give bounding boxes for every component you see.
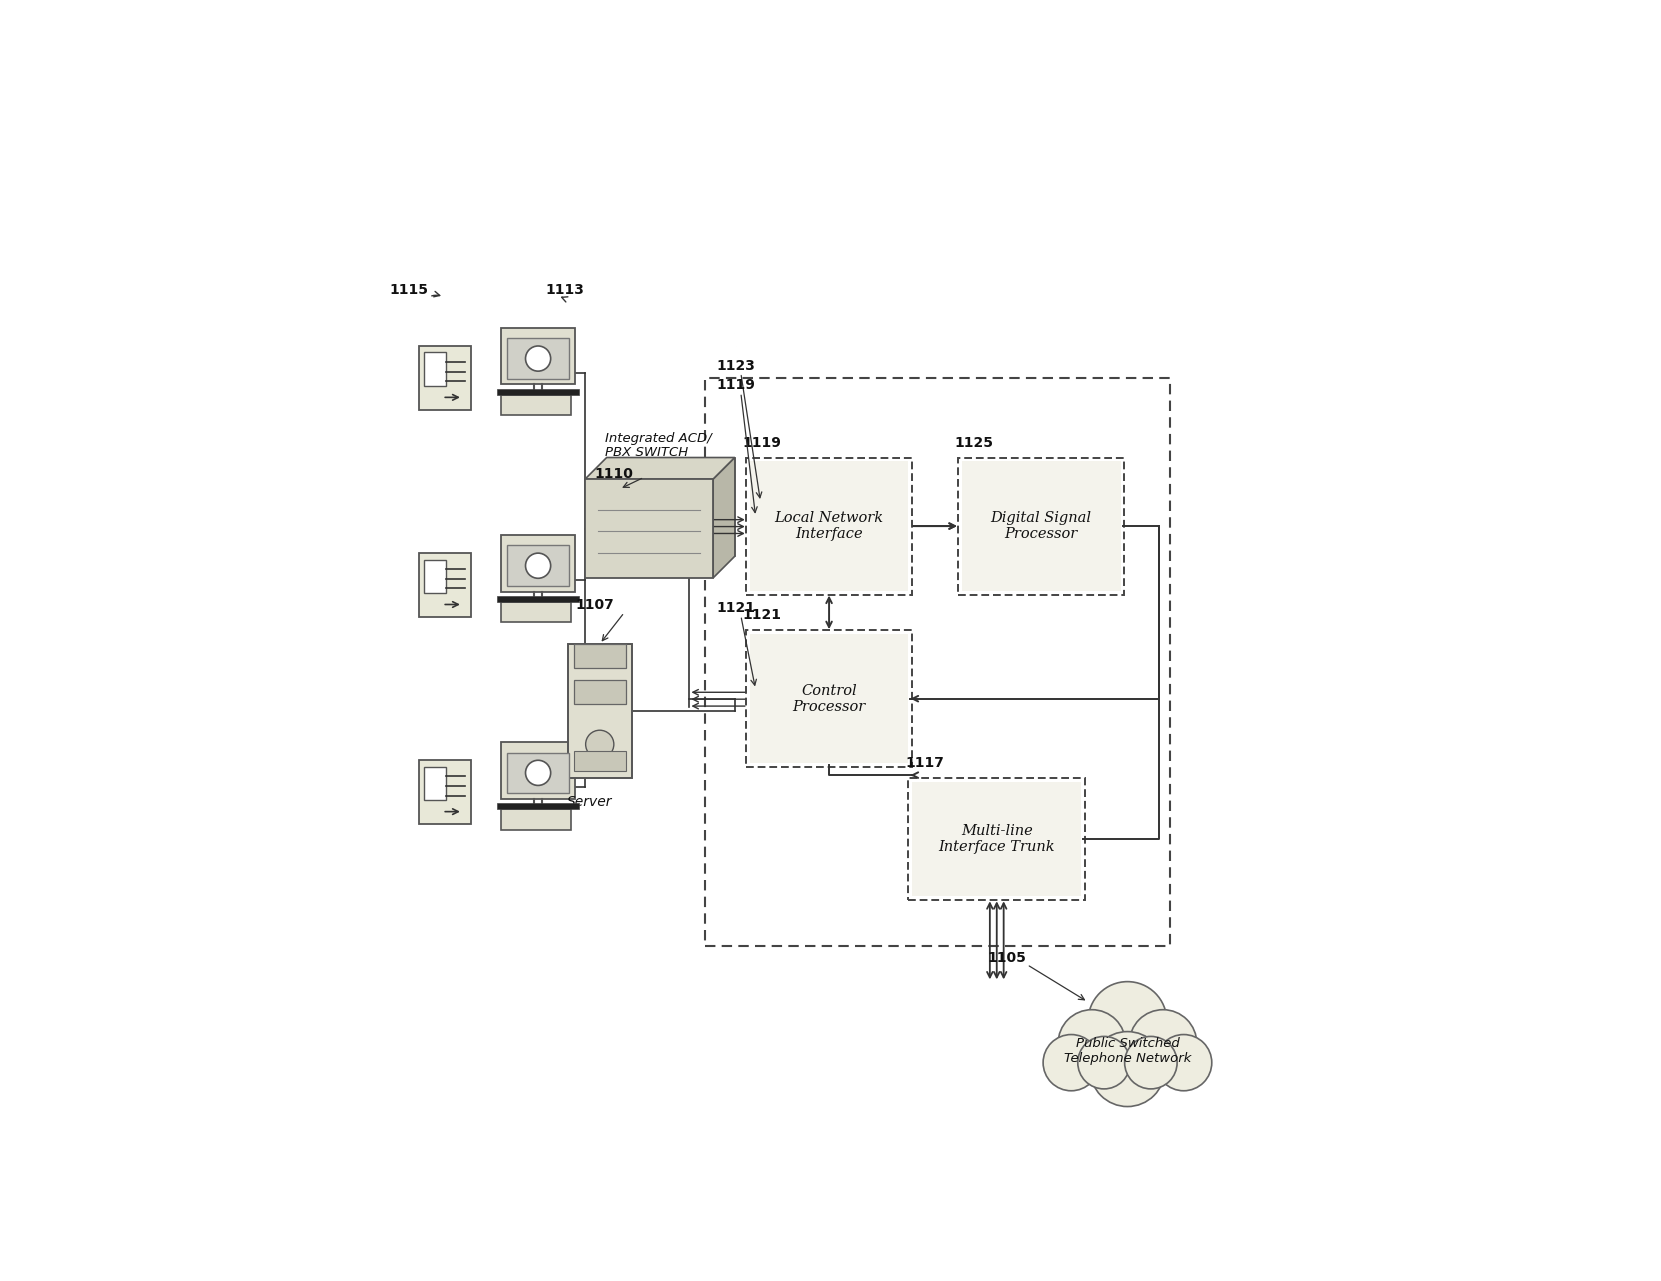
Bar xyxy=(502,395,571,415)
Text: PBX SWITCH: PBX SWITCH xyxy=(605,447,688,460)
Bar xyxy=(419,346,470,410)
Circle shape xyxy=(1156,1035,1213,1091)
Circle shape xyxy=(1129,1009,1198,1077)
Circle shape xyxy=(1088,981,1166,1061)
Bar xyxy=(502,535,575,592)
Bar xyxy=(497,803,578,810)
Text: Public Switched
Telephone Network: Public Switched Telephone Network xyxy=(1063,1038,1191,1066)
Circle shape xyxy=(1078,1036,1129,1089)
Circle shape xyxy=(1058,1009,1126,1077)
Bar xyxy=(507,546,570,585)
Circle shape xyxy=(525,760,551,785)
FancyBboxPatch shape xyxy=(746,630,912,767)
Bar xyxy=(502,602,571,623)
Bar xyxy=(507,753,570,793)
Text: 1105: 1105 xyxy=(987,951,1026,965)
Text: Multi-line
Interface Trunk: Multi-line Interface Trunk xyxy=(938,824,1055,854)
Bar xyxy=(419,346,470,410)
Bar xyxy=(502,328,575,384)
Bar xyxy=(419,761,470,825)
Bar xyxy=(502,743,575,799)
FancyBboxPatch shape xyxy=(958,457,1124,594)
FancyBboxPatch shape xyxy=(749,461,909,591)
Text: 1110: 1110 xyxy=(595,468,635,482)
Polygon shape xyxy=(606,457,734,556)
Bar xyxy=(585,479,713,578)
Text: 1121: 1121 xyxy=(716,601,756,615)
Text: 1121: 1121 xyxy=(742,608,782,623)
Circle shape xyxy=(1090,1031,1164,1107)
Text: Control
Processor: Control Processor xyxy=(792,684,865,714)
FancyBboxPatch shape xyxy=(909,778,1085,901)
Bar xyxy=(502,743,575,799)
Circle shape xyxy=(525,553,551,578)
Text: Local Network
Interface: Local Network Interface xyxy=(774,511,884,541)
FancyBboxPatch shape xyxy=(746,457,912,594)
Text: 1107: 1107 xyxy=(575,598,615,612)
Bar xyxy=(507,338,570,379)
Text: 1113: 1113 xyxy=(545,283,585,297)
Bar xyxy=(502,810,571,830)
Polygon shape xyxy=(585,457,734,479)
Circle shape xyxy=(525,346,551,371)
Bar xyxy=(424,352,445,386)
Text: Server: Server xyxy=(566,794,613,808)
Polygon shape xyxy=(713,457,734,578)
Bar xyxy=(502,535,575,592)
Bar xyxy=(573,644,626,669)
Bar xyxy=(568,644,631,778)
Bar xyxy=(573,680,626,705)
Bar xyxy=(573,751,626,771)
Bar xyxy=(497,389,578,395)
Bar xyxy=(419,553,470,617)
Text: 1115: 1115 xyxy=(390,283,429,297)
Bar xyxy=(502,328,575,384)
Circle shape xyxy=(1043,1035,1100,1091)
Text: 1119: 1119 xyxy=(742,436,782,450)
Bar xyxy=(585,479,713,578)
Circle shape xyxy=(586,730,615,758)
Text: 1125: 1125 xyxy=(955,436,993,450)
FancyBboxPatch shape xyxy=(962,461,1121,591)
Text: 1117: 1117 xyxy=(905,756,945,770)
Text: 1119: 1119 xyxy=(716,378,756,392)
FancyBboxPatch shape xyxy=(912,781,1081,897)
Text: 1123: 1123 xyxy=(716,359,756,373)
Bar xyxy=(419,553,470,617)
Bar xyxy=(424,767,445,801)
FancyBboxPatch shape xyxy=(749,634,909,763)
Bar xyxy=(419,761,470,825)
Text: Digital Signal
Processor: Digital Signal Processor xyxy=(990,511,1091,541)
Bar xyxy=(497,596,578,602)
Bar xyxy=(424,560,445,593)
Bar xyxy=(568,644,631,778)
Text: Integrated ACD/: Integrated ACD/ xyxy=(605,432,711,445)
Circle shape xyxy=(1124,1036,1178,1089)
